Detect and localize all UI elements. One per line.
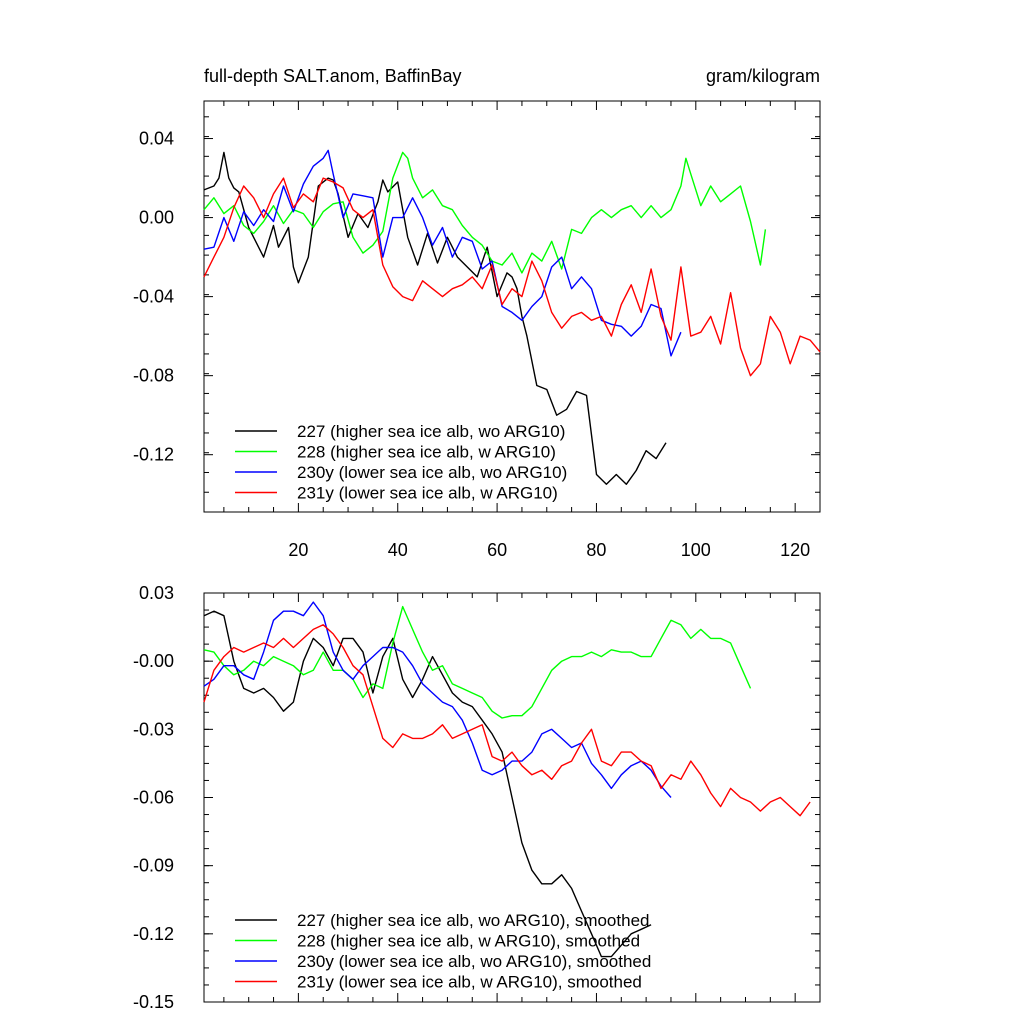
top-series xyxy=(203,149,821,485)
x-tick-label: 100 xyxy=(681,540,711,560)
legend-label-0: 227 (higher sea ice alb, wo ARG10) xyxy=(297,422,565,441)
legend-label-1: 228 (higher sea ice alb, w ARG10) xyxy=(297,443,556,462)
bottom-panel: 0.03 -0.00 -0.03 -0.06 -0.09 -0.12 -0.15 227 (… xyxy=(133,583,821,1012)
legend-label-3: 231y (lower sea ice alb, w ARG10), smoot… xyxy=(297,973,642,992)
top-legend: 227 (higher sea ice alb, wo ARG10) 228 (h… xyxy=(235,422,567,503)
legend-label-0: 227 (higher sea ice alb, wo ARG10), smoo… xyxy=(297,911,649,930)
top-title-left: full-depth SALT.anom, BaffinBay xyxy=(204,66,461,86)
bottom-legend: 227 (higher sea ice alb, wo ARG10), smoo… xyxy=(235,911,651,992)
bottom-series xyxy=(203,601,811,958)
y-tick-label: -0.06 xyxy=(133,788,174,808)
y-tick-label: -0.04 xyxy=(133,287,174,307)
y-tick-label: -0.09 xyxy=(133,856,174,876)
y-tick-label: -0.08 xyxy=(133,366,174,386)
x-tick-label: 40 xyxy=(388,540,408,560)
x-tick-label: 60 xyxy=(487,540,507,560)
legend-label-2: 230y (lower sea ice alb, wo ARG10) xyxy=(297,463,567,482)
y-tick-label: 0.04 xyxy=(139,129,174,149)
bottom-ticks: 0.03 -0.00 -0.03 -0.06 -0.09 -0.12 -0.15 xyxy=(133,583,821,1012)
legend-label-3: 231y (lower sea ice alb, w ARG10) xyxy=(297,484,558,503)
top-ticks: 0.04 0.00 -0.04 -0.08 -0.12 20 40 60 80 100 120 xyxy=(133,101,821,560)
legend-label-1: 228 (higher sea ice alb, w ARG10), smoot… xyxy=(297,932,640,951)
y-tick-label: -0.15 xyxy=(133,992,174,1012)
y-tick-label: -0.12 xyxy=(133,924,174,944)
y-tick-label: -0.00 xyxy=(133,651,174,671)
legend-label-2: 230y (lower sea ice alb, wo ARG10), smoo… xyxy=(297,952,651,971)
series-line-2 xyxy=(203,149,682,357)
series-line-3 xyxy=(203,177,821,377)
y-tick-label: 0.03 xyxy=(139,583,174,603)
series-line-0 xyxy=(203,610,652,958)
series-line-2 xyxy=(203,601,672,798)
series-line-1 xyxy=(203,151,767,274)
series-line-3 xyxy=(203,624,811,817)
y-tick-label: -0.12 xyxy=(133,445,174,465)
top-plot-frame xyxy=(203,100,821,513)
y-tick-label: -0.03 xyxy=(133,719,174,739)
x-tick-label: 20 xyxy=(288,540,308,560)
series-line-0 xyxy=(203,151,667,485)
series-line-1 xyxy=(203,605,752,719)
x-tick-label: 80 xyxy=(586,540,606,560)
top-panel: full-depth SALT.anom, BaffinBay gram/kil… xyxy=(133,66,821,560)
x-tick-label: 120 xyxy=(780,540,810,560)
top-title-right: gram/kilogram xyxy=(706,66,820,86)
y-tick-label: 0.00 xyxy=(139,208,174,228)
